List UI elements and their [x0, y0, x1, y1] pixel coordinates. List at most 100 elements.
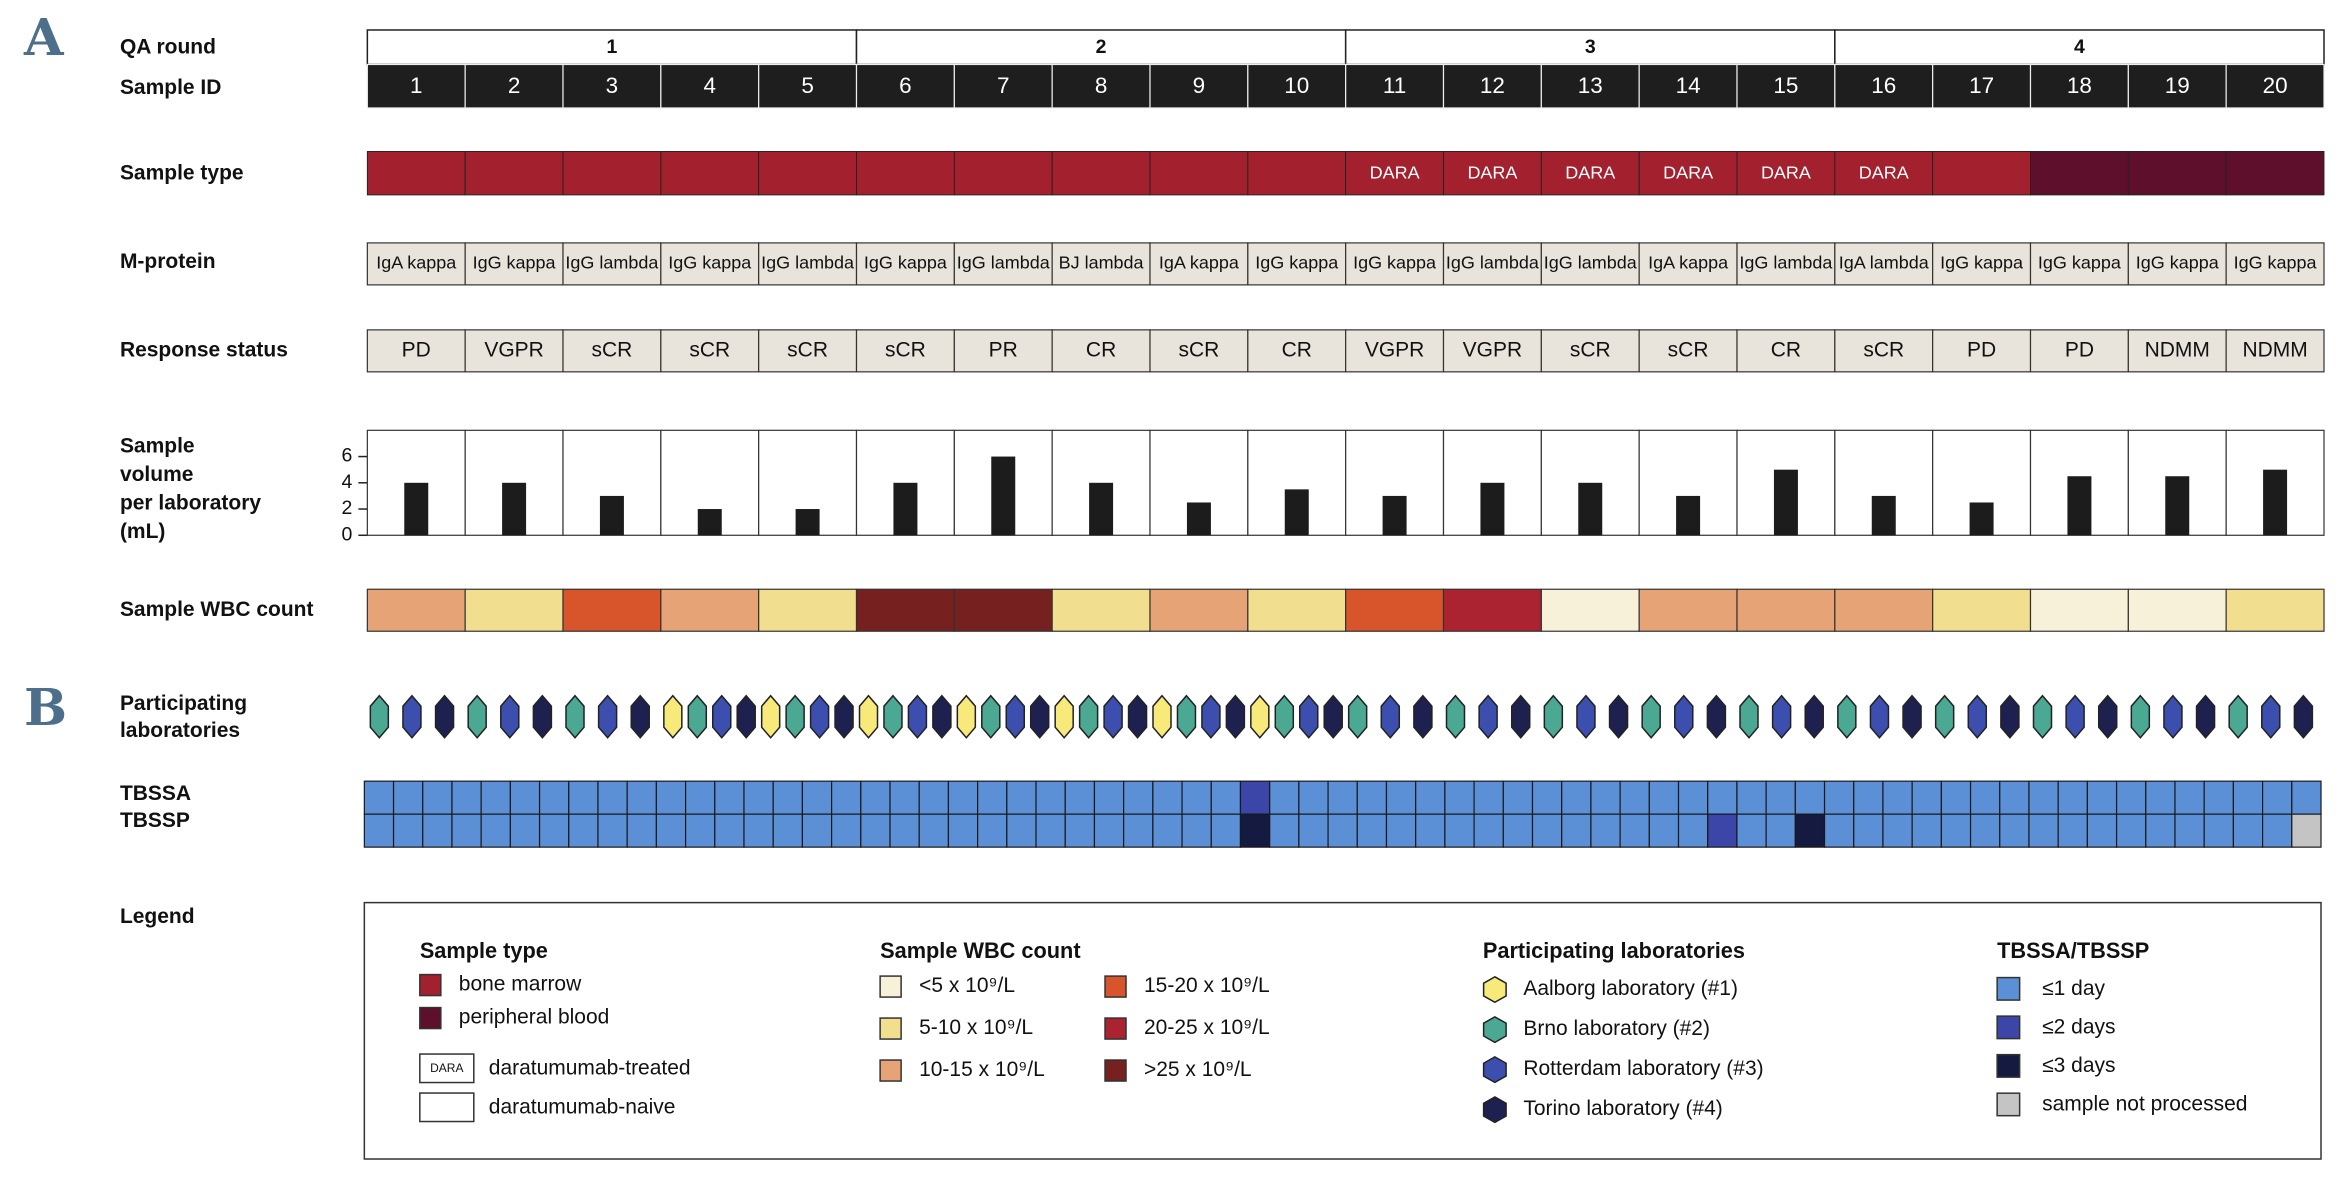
legend-title: TBSSA/TBSSP [1997, 938, 2149, 963]
tbss-cell [1327, 780, 1358, 815]
panel-label: A [23, 8, 65, 68]
response: sCR [1668, 338, 1709, 361]
wbc-cell [1149, 588, 1249, 632]
response: PD [2065, 338, 2094, 361]
lab-marker [2065, 694, 2085, 739]
lab-marker [1771, 694, 1792, 739]
tbss-cell [1736, 813, 1767, 848]
qa-round-label: 2 [1096, 36, 1107, 58]
legend-swatch [879, 1059, 902, 1082]
legend-label: ≤2 days [2042, 1016, 2115, 1039]
lab-marker [1127, 694, 1148, 739]
lab-marker [1576, 694, 1596, 739]
wbc-cell [562, 588, 662, 632]
lab-marker [1706, 694, 1727, 739]
tbss-cell [1181, 813, 1212, 848]
lab-marker [1674, 694, 1694, 739]
legend-label: bone marrow [459, 973, 582, 996]
sample-id: 9 [1193, 73, 1206, 98]
tbss-cell [801, 813, 833, 848]
sample-id: 7 [997, 73, 1010, 98]
lab-marker [858, 694, 879, 739]
bar [599, 495, 624, 536]
legend-label: Rotterdam laboratory (#3) [1523, 1057, 1763, 1080]
row-label: Legend [120, 905, 195, 928]
dara-tag: DARA [1761, 163, 1811, 183]
tbss-cell [1823, 780, 1855, 815]
bar [1284, 489, 1309, 536]
tbss-cell [947, 780, 979, 815]
tbss-cell [655, 780, 687, 815]
bar [1969, 502, 1994, 536]
tbss-cell [2262, 780, 2293, 815]
wbc-cell [1638, 588, 1738, 632]
sample-type-cell [1051, 150, 1151, 196]
legend-swatch [1996, 1092, 2021, 1117]
tbss-cell [801, 780, 833, 815]
tbss-cell [2203, 780, 2234, 815]
legend-title: Sample type [420, 938, 548, 963]
tbss-cell [684, 780, 716, 815]
tbss-cell [2262, 813, 2293, 848]
bar [1382, 495, 1407, 536]
tbss-cell [772, 780, 804, 815]
tbss-cell [538, 780, 570, 815]
lab-marker [2000, 694, 2020, 739]
sample-id: 19 [2165, 73, 2190, 98]
row-label: Participating [120, 692, 247, 715]
legend-label: Torino laboratory (#4) [1523, 1097, 1722, 1120]
tbss-cell [2145, 813, 2176, 848]
lab-marker [2293, 694, 2314, 739]
response: sCR [689, 338, 730, 361]
sample-type-cell [562, 150, 662, 196]
tbss-cell [1882, 813, 1913, 848]
lab-marker [809, 694, 830, 739]
sample-id: 10 [1284, 73, 1309, 98]
tbss-cell [1707, 813, 1738, 848]
response: sCR [1570, 338, 1611, 361]
m-protein: IgG lambda [1544, 253, 1637, 273]
lab-marker [369, 694, 390, 739]
tbss-cell [684, 813, 716, 848]
tbss-cell [1210, 780, 1242, 815]
bar [404, 482, 429, 536]
tbss-cell [1269, 813, 1300, 848]
tbss-cell [1473, 780, 1504, 815]
wbc-cell [1247, 588, 1347, 632]
sample-id: 18 [2067, 73, 2092, 98]
response: VGPR [484, 338, 543, 361]
tbss-cell [831, 780, 862, 815]
lab-marker [932, 694, 952, 739]
response-cell [1736, 329, 1836, 373]
tbss-cell [1123, 813, 1154, 848]
legend-label: 20-25 x 10⁹/L [1144, 1016, 1270, 1039]
sample-type-cell [366, 150, 466, 196]
tbss-cell [1531, 813, 1563, 848]
lab-marker [785, 694, 805, 739]
tbss-cell [714, 813, 745, 848]
sample-type-cell [2225, 150, 2325, 196]
tbss-cell [2174, 780, 2205, 815]
tbss-cell [568, 780, 599, 815]
lab-marker [434, 694, 455, 739]
m-protein: IgG kappa [2234, 253, 2317, 273]
sample-id: 4 [704, 73, 717, 98]
m-protein: IgA kappa [1648, 253, 1728, 273]
lab-marker [1902, 694, 1922, 739]
wbc-cell [1736, 588, 1836, 632]
lab-marker [1380, 694, 1401, 739]
sample-id: 14 [1676, 73, 1701, 98]
legend-label: >25 x 10⁹/L [1144, 1058, 1252, 1081]
response: sCR [885, 338, 926, 361]
row-label: laboratories [120, 719, 240, 742]
tbss-cell [655, 813, 687, 848]
lab-marker [1837, 694, 1857, 739]
sample-type-cell [1932, 150, 2031, 196]
dara-tag: DARA [1663, 163, 1713, 183]
response-cell [758, 329, 858, 373]
tbss-cell [2145, 780, 2176, 815]
tbss-cell [2028, 780, 2059, 815]
tbss-cell [1152, 780, 1183, 815]
